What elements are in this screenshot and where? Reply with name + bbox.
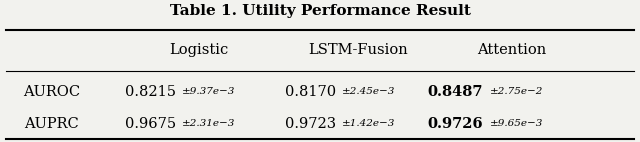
Text: 0.9723: 0.9723 xyxy=(285,117,336,130)
Text: ±2.75e−2: ±2.75e−2 xyxy=(490,87,543,96)
Text: ±1.42e−3: ±1.42e−3 xyxy=(342,119,396,128)
Text: Table 1. Utility Performance Result: Table 1. Utility Performance Result xyxy=(170,4,470,18)
Text: 0.9675: 0.9675 xyxy=(125,117,176,130)
Text: 0.8487: 0.8487 xyxy=(428,85,483,99)
Text: ±9.65e−3: ±9.65e−3 xyxy=(490,119,543,128)
Text: LSTM-Fusion: LSTM-Fusion xyxy=(308,43,408,57)
Text: 0.8215: 0.8215 xyxy=(125,85,176,99)
Text: ±2.31e−3: ±2.31e−3 xyxy=(182,119,236,128)
Text: ±2.45e−3: ±2.45e−3 xyxy=(342,87,396,96)
Text: 0.8170: 0.8170 xyxy=(285,85,336,99)
Text: AUROC: AUROC xyxy=(22,85,80,99)
Text: Logistic: Logistic xyxy=(169,43,228,57)
Text: 0.9726: 0.9726 xyxy=(428,117,483,130)
Text: AUPRC: AUPRC xyxy=(24,117,79,130)
Text: Attention: Attention xyxy=(477,43,547,57)
Text: ±9.37e−3: ±9.37e−3 xyxy=(182,87,236,96)
